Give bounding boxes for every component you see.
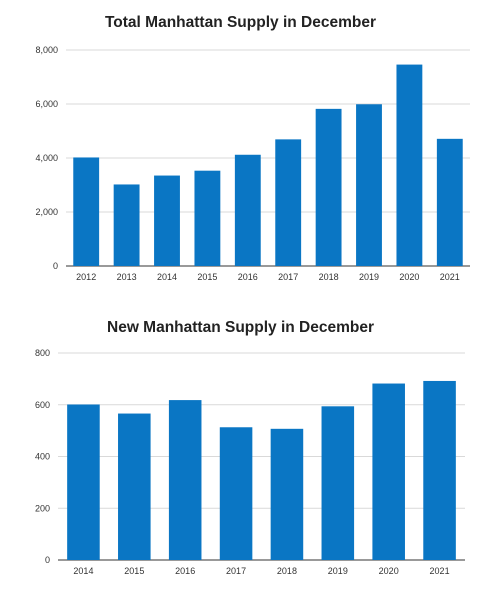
bar-2012 (73, 157, 100, 266)
x-tick-label: 2018 (319, 272, 339, 282)
x-tick-label: 2013 (117, 272, 137, 282)
bar-2016 (234, 154, 261, 266)
y-tick-label: 0 (53, 261, 58, 271)
x-tick-label: 2021 (440, 272, 460, 282)
y-tick-label: 2,000 (35, 207, 58, 217)
x-tick-label: 2016 (238, 272, 258, 282)
bar-2019 (321, 406, 355, 560)
x-tick-label: 2017 (278, 272, 298, 282)
new-supply-plot: 0 200 400 600 800 2014 2015 2016 2017 2018 2019 202… (35, 348, 465, 576)
total-supply-plot: 0 2,000 4,000 6,000 8,000 2012 2013 2014 2015 201… (35, 45, 470, 282)
bar-2014 (154, 175, 180, 266)
y-tick-label: 0 (45, 555, 50, 565)
bar-2021 (423, 380, 456, 560)
bar-2015 (194, 170, 221, 266)
bar-2013 (113, 184, 140, 266)
x-tick-label: 2020 (399, 272, 419, 282)
chart-title: Total Manhattan Supply in December (104, 14, 376, 31)
x-tick-label: 2014 (73, 566, 93, 576)
bar-2016 (168, 400, 202, 560)
y-tick-label: 600 (35, 400, 50, 410)
bar-2020 (372, 383, 405, 560)
y-tick-label: 8,000 (35, 45, 58, 55)
x-tick-label: 2021 (430, 566, 450, 576)
chart-title: New Manhattan Supply in December (107, 319, 374, 336)
x-tick-label: 2020 (379, 566, 399, 576)
x-tick-label: 2014 (157, 272, 177, 282)
bar-2020 (396, 64, 423, 266)
total-supply-chart: Total Manhattan Supply in December 0 2,00… (0, 0, 481, 300)
bar-2014 (67, 404, 100, 560)
bar-2021 (436, 138, 463, 266)
x-tick-label: 2015 (197, 272, 217, 282)
bar-2018 (315, 108, 342, 266)
x-tick-label: 2012 (76, 272, 96, 282)
y-tick-label: 400 (35, 452, 50, 462)
bar-2017 (219, 427, 253, 560)
x-tick-label: 2018 (277, 566, 297, 576)
y-tick-label: 6,000 (35, 99, 58, 109)
bar-2019 (356, 104, 382, 267)
bar-2018 (270, 428, 304, 560)
new-supply-chart: New Manhattan Supply in December 0 200 400… (0, 305, 481, 605)
bar-2017 (275, 139, 302, 266)
x-tick-label: 2019 (359, 272, 379, 282)
x-tick-label: 2019 (328, 566, 348, 576)
y-tick-label: 4,000 (35, 153, 58, 163)
y-tick-label: 800 (35, 348, 50, 358)
x-tick-label: 2017 (226, 566, 246, 576)
y-tick-label: 200 (35, 503, 50, 513)
bar-2015 (118, 413, 151, 560)
x-tick-label: 2016 (175, 566, 195, 576)
x-tick-label: 2015 (124, 566, 144, 576)
